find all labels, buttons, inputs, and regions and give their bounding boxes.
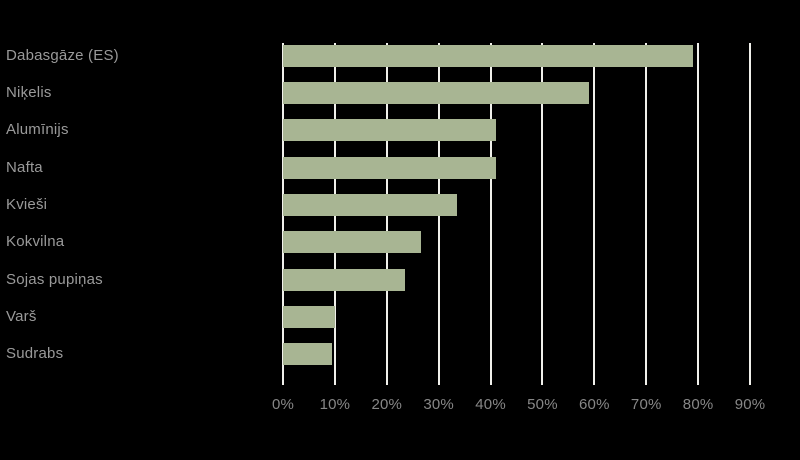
category-label: Kvieši	[6, 195, 48, 213]
gridline	[593, 43, 596, 385]
bar	[283, 231, 421, 254]
bar	[283, 119, 496, 142]
x-axis-label: 70%	[630, 396, 662, 413]
x-axis-label: 80%	[682, 396, 714, 413]
gridline	[489, 43, 492, 385]
bar	[283, 44, 693, 67]
x-axis-label: 30%	[423, 396, 454, 413]
category-label: Kokvilna	[6, 233, 65, 251]
gridline	[697, 43, 700, 385]
category-label: Sojas pupiņas	[6, 270, 103, 288]
bar	[283, 268, 405, 291]
bar	[283, 193, 457, 216]
x-axis-label: 0%	[271, 396, 295, 413]
bar	[283, 156, 496, 179]
category-label: Varš	[6, 307, 37, 325]
bar	[283, 81, 590, 104]
category-label: Nafta	[6, 158, 43, 176]
category-label: Niķelis	[6, 83, 52, 101]
category-label: Dabasgāze (ES)	[6, 46, 119, 64]
x-axis-label: 50%	[527, 396, 558, 413]
x-axis-label: 40%	[475, 396, 506, 413]
bar	[283, 343, 333, 366]
x-axis-label: 10%	[319, 396, 351, 413]
x-axis-label: 20%	[371, 396, 403, 413]
x-axis-label: 90%	[734, 396, 766, 413]
x-axis-label: 60%	[579, 396, 610, 413]
gridline	[645, 43, 648, 385]
bar	[283, 305, 335, 328]
category-label: Sudrabs	[6, 345, 64, 363]
plot-area	[282, 43, 769, 385]
gridline	[749, 43, 751, 385]
gridline	[541, 43, 544, 385]
category-label: Alumīnijs	[6, 121, 69, 139]
